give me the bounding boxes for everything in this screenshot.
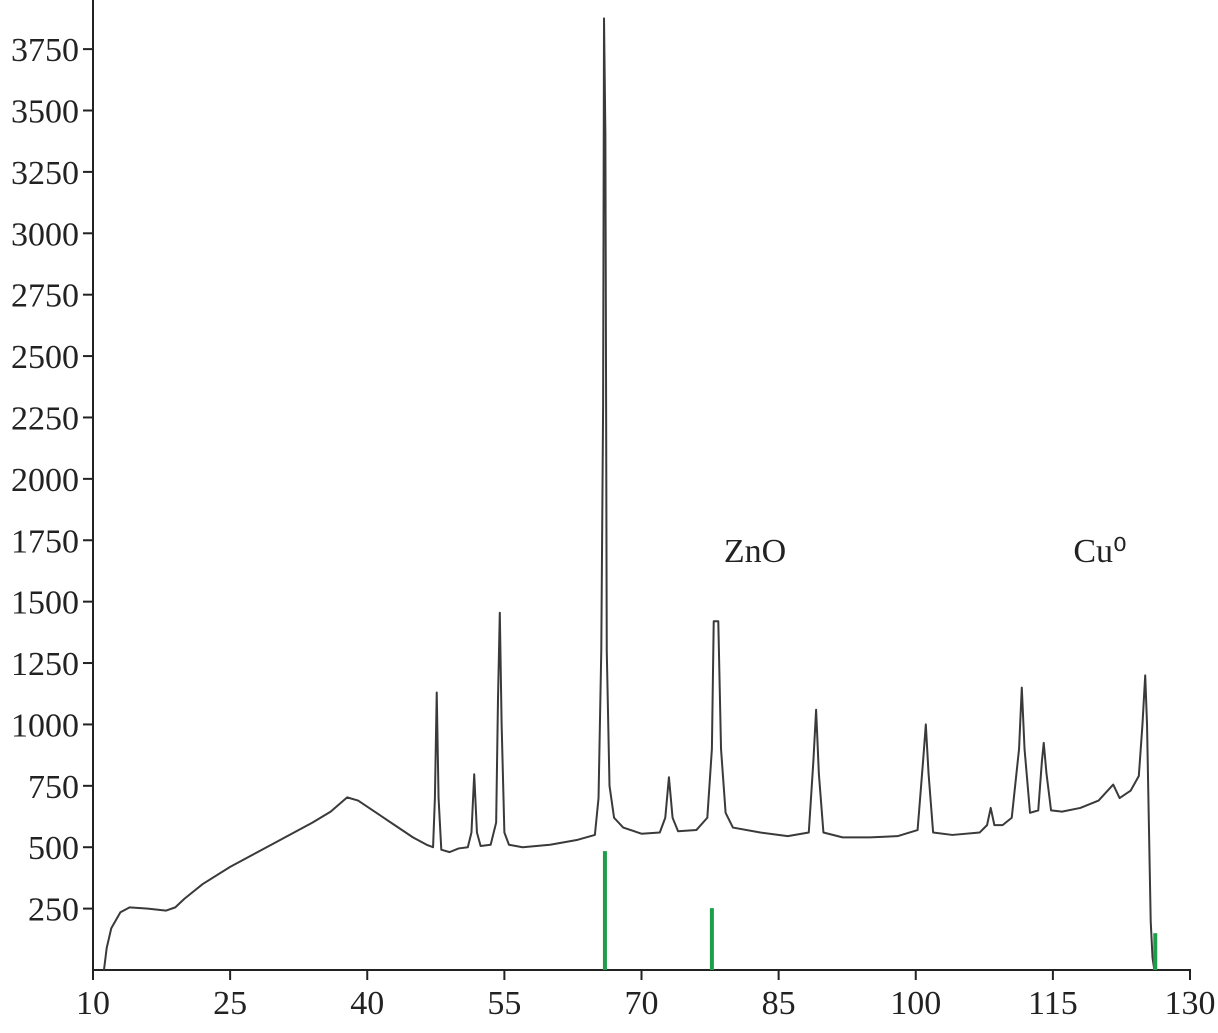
- y-tick-label: 2250: [11, 400, 79, 437]
- y-tick-label: 3500: [11, 94, 79, 131]
- y-tick-label: 500: [28, 830, 79, 867]
- x-tick-label: 115: [1028, 985, 1078, 1022]
- x-tick-label: 55: [487, 985, 521, 1022]
- x-tick-label: 25: [213, 985, 247, 1022]
- x-tick-label: 10: [76, 985, 110, 1022]
- y-tick-label: 2000: [11, 462, 79, 499]
- y-tick-label: 3250: [11, 155, 79, 192]
- y-tick-label: 2750: [11, 278, 79, 315]
- y-tick-label: 3000: [11, 216, 79, 253]
- y-tick-label: 3750: [11, 32, 79, 69]
- x-tick-label: 70: [625, 985, 659, 1022]
- annotation: Cu⁰: [1073, 533, 1126, 570]
- x-tick-label: 130: [1165, 985, 1216, 1022]
- annotation: ZnO: [724, 533, 786, 570]
- x-tick-label: 85: [762, 985, 796, 1022]
- x-tick-label: 100: [890, 985, 941, 1022]
- y-tick-label: 1250: [11, 646, 79, 683]
- y-tick-label: 2500: [11, 339, 79, 376]
- x-tick-label: 40: [350, 985, 384, 1022]
- y-tick-label: 1750: [11, 523, 79, 560]
- y-tick-label: 750: [28, 769, 79, 806]
- data-line: [102, 17, 1156, 971]
- y-tick-label: 1000: [11, 707, 79, 744]
- y-tick-label: 1500: [11, 585, 79, 622]
- y-tick-label: 250: [28, 892, 79, 929]
